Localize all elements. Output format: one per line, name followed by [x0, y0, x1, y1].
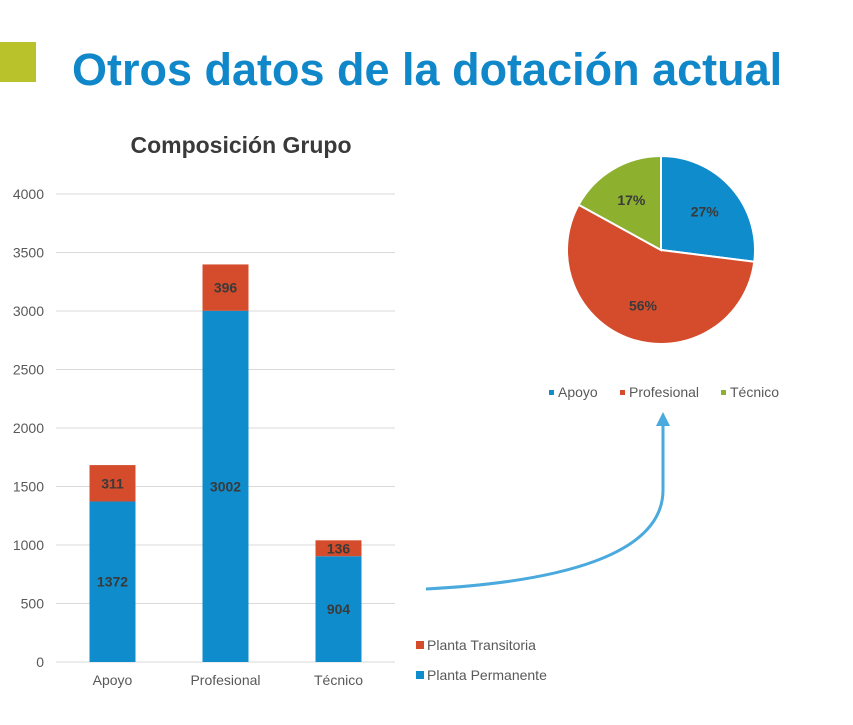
bar-segment: [202, 264, 249, 311]
y-tick-label: 3500: [13, 245, 44, 261]
y-tick-label: 2000: [13, 420, 44, 436]
pie-data-label: 17%: [617, 192, 646, 208]
bar-data-label: 136: [327, 540, 351, 556]
y-tick-label: 3000: [13, 303, 44, 319]
bar-segment: [89, 465, 136, 502]
legend-swatch: [549, 390, 554, 395]
bar-data-label: 3002: [210, 478, 241, 494]
y-tick-label: 1500: [13, 479, 44, 495]
legend-swatch: [721, 390, 726, 395]
legend-swatch: [416, 671, 424, 679]
bar-data-label: 311: [101, 475, 124, 491]
pie-slice: [577, 154, 662, 252]
legend-swatch: [416, 641, 424, 649]
legend-label: Planta Transitoria: [427, 637, 536, 653]
pie-slice: [566, 203, 756, 345]
legend-label: Técnico: [730, 384, 779, 400]
arrow-head: [656, 412, 670, 426]
bar-chart: Composición Grupo 0 500 1000 1500 2000 2500 300…: [13, 132, 547, 688]
legend-label: Profesional: [629, 384, 699, 400]
arrow-curve: [425, 424, 665, 591]
legend-label: Apoyo: [558, 384, 598, 400]
legend-label: Planta Permanente: [427, 667, 547, 683]
y-tick-label: 0: [36, 654, 44, 670]
bar-chart-title: Composición Grupo: [130, 132, 351, 158]
x-tick-label: Técnico: [314, 672, 363, 688]
y-tick-label: 1000: [13, 537, 44, 553]
bar-data-label: 396: [214, 280, 238, 296]
accent-square: [0, 42, 36, 82]
pie-chart: 27% 56% 17% Apoyo Profesional Técnico: [549, 154, 779, 400]
bar-data-label: 904: [327, 601, 351, 617]
curved-arrow: [425, 412, 670, 591]
x-tick-label: Profesional: [190, 672, 260, 688]
bar-segment: [202, 310, 249, 662]
page-title: Otros datos de la dotación actual: [72, 44, 783, 95]
legend-swatch: [620, 390, 625, 395]
pie-data-label: 56%: [629, 297, 658, 313]
pie-slice: [660, 154, 756, 263]
bar-data-label: 1372: [97, 574, 128, 590]
pie-data-label: 27%: [691, 203, 720, 219]
x-tick-label: Apoyo: [93, 672, 133, 688]
y-tick-label: 500: [21, 596, 45, 612]
bar-segment: [315, 540, 362, 557]
y-tick-label: 4000: [13, 186, 44, 202]
bar-segment: [89, 501, 136, 662]
y-tick-label: 2500: [13, 362, 44, 378]
bar-segment: [315, 556, 362, 662]
